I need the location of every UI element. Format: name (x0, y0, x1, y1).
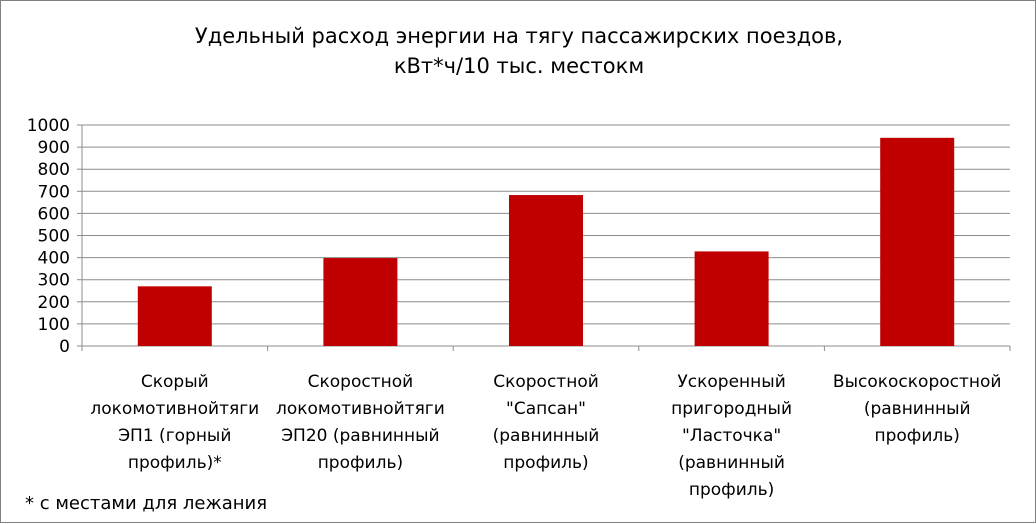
y-tick-label: 600 (38, 204, 70, 224)
y-tick-label: 300 (38, 271, 70, 291)
x-category-label-line: Скоростной (308, 372, 414, 392)
x-category-label-line: профиль) (503, 453, 588, 473)
x-category-label-line: (равнинный (678, 453, 785, 473)
bar (509, 195, 583, 346)
y-tick-label: 0 (59, 337, 70, 357)
x-category-label: Скорый локомотивнойтяги ЭП1 (горный профиль… (90, 372, 259, 473)
x-category-label-line: (равнинный (864, 399, 971, 419)
x-category-label-line: (равнинный (493, 426, 600, 446)
x-category-label-line: "Сапсан" (506, 399, 586, 419)
y-tick-label: 700 (38, 182, 70, 202)
x-category-label-line: локомотивнойтяги (276, 399, 445, 419)
bar (323, 258, 398, 346)
x-category-label-line: Скорый (141, 372, 209, 392)
bar (694, 251, 769, 346)
x-category-label-line: профиль) (689, 480, 774, 500)
y-tick-label: 900 (38, 138, 70, 158)
x-category-label-line: "Ласточка" (682, 426, 781, 446)
x-category-label-line: Ускоренный (677, 372, 785, 392)
chart-title-line: Удельный расход энергии на тягу пассажир… (195, 24, 843, 48)
y-tick-label: 100 (38, 315, 70, 335)
x-category-label-line: Скоростной (493, 372, 599, 392)
x-category-label: Скоростной локомотивнойтяги ЭП20 (равнинны… (276, 372, 445, 473)
y-tick-label: 200 (38, 293, 70, 313)
x-category-label-line: Высокоскоростной (833, 372, 1002, 392)
x-category-label: Ускоренный пригородный "Ласточка" (равнинны… (671, 372, 792, 500)
x-category-label-line: профиль) (874, 426, 959, 446)
bar (880, 137, 955, 346)
chart-title-line: кВт*ч/10 тыс. местокм (394, 54, 644, 78)
y-tick-label: 800 (38, 160, 70, 180)
x-category-label: Скоростной "Сапсан" (равнинный профиль) (493, 372, 600, 473)
y-tick-label: 500 (38, 227, 70, 247)
y-tick-label: 1000 (27, 116, 70, 136)
y-tick-label: 400 (38, 249, 70, 269)
x-category-label-line: ЭП1 (горный (118, 426, 231, 446)
x-category-label-line: локомотивнойтяги (90, 399, 259, 419)
footnote: * с местами для лежания (25, 493, 268, 514)
x-category-label-line: ЭП20 (равнинный (281, 426, 439, 446)
x-category-label-line: пригородный (671, 399, 792, 419)
x-category-label-line: профиль) (318, 453, 403, 473)
x-category-label-line: профиль)* (128, 453, 222, 473)
x-category-label: Высокоскоростной (равнинный профиль) (833, 372, 1002, 446)
bar (137, 286, 212, 346)
